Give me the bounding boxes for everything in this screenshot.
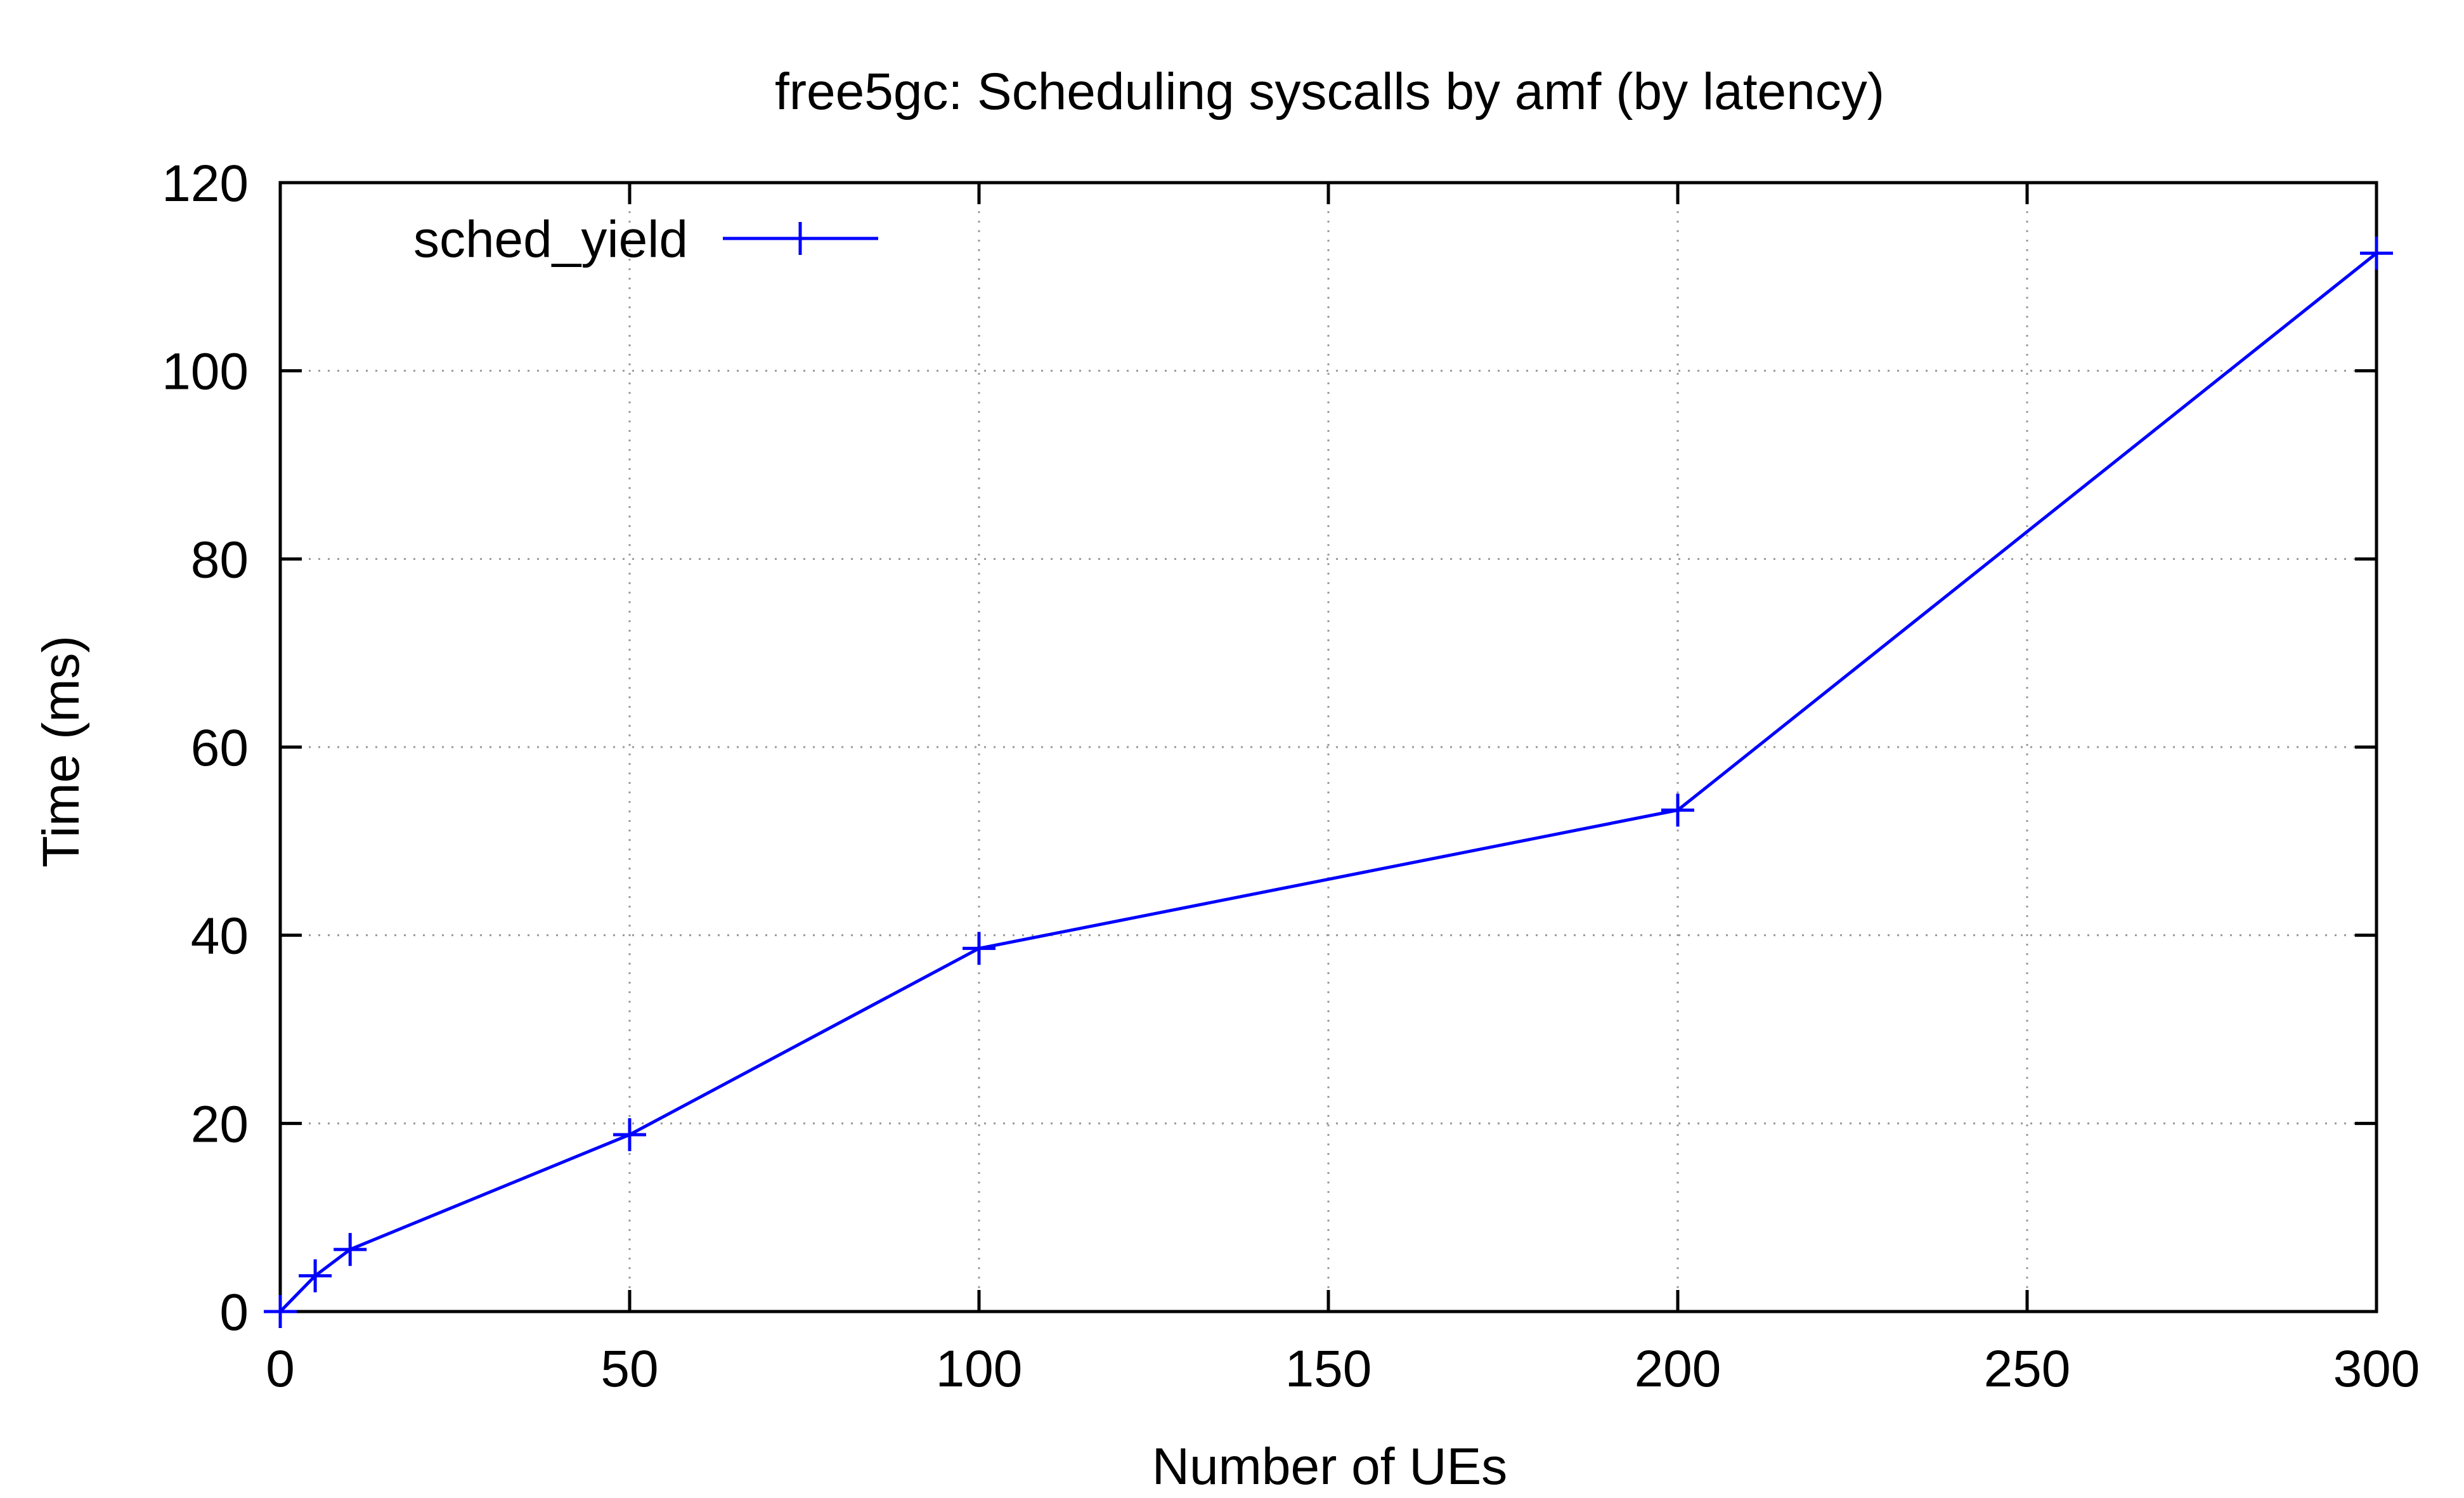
- data-point: [299, 1259, 332, 1293]
- x-tick-label-250: 250: [1984, 1340, 2071, 1398]
- legend: sched_yield: [413, 211, 878, 268]
- y-axis-label: Time (ms): [32, 635, 90, 868]
- y-axis-tick-labels: 0 20 40 60 80 100 120: [162, 155, 249, 1341]
- data-point: [2360, 237, 2393, 270]
- y-tick-label-60: 60: [191, 719, 249, 777]
- x-tick-label-100: 100: [936, 1340, 1023, 1398]
- data-point: [334, 1233, 367, 1267]
- data-point: [1661, 793, 1694, 827]
- chart-title: free5gc: Scheduling syscalls by amf (by …: [775, 63, 1884, 120]
- y-tick-label-0: 0: [219, 1284, 249, 1341]
- x-tick-label-50: 50: [600, 1340, 658, 1398]
- data-point: [613, 1118, 646, 1152]
- series-layer: [264, 237, 2393, 1328]
- x-axis-tick-labels: 0 50 100 150 200 250 300: [266, 1340, 2420, 1398]
- data-point: [963, 932, 995, 965]
- legend-marker-sched-yield: [784, 222, 817, 255]
- y-tick-label-80: 80: [191, 531, 249, 589]
- x-tick-label-0: 0: [266, 1340, 295, 1398]
- grid: [280, 183, 2376, 1312]
- legend-label-sched-yield: sched_yield: [413, 211, 688, 268]
- y-tick-label-100: 100: [162, 343, 249, 401]
- x-tick-label-200: 200: [1635, 1340, 1722, 1398]
- y-tick-label-20: 20: [191, 1095, 249, 1153]
- x-tick-label-300: 300: [2333, 1340, 2420, 1398]
- x-axis-label: Number of UEs: [1152, 1438, 1508, 1495]
- x-tick-label-150: 150: [1285, 1340, 1372, 1398]
- y-tick-label-120: 120: [162, 155, 249, 212]
- y-tick-label-40: 40: [191, 908, 249, 965]
- data-point: [264, 1295, 297, 1328]
